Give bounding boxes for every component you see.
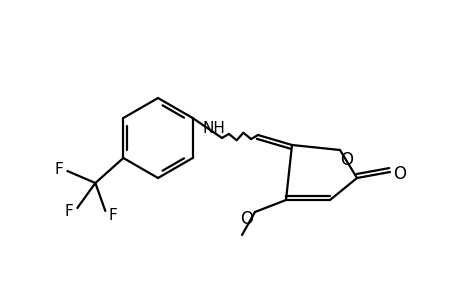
Text: O: O	[240, 210, 253, 228]
Text: F: F	[65, 205, 73, 220]
Text: NH: NH	[202, 121, 225, 136]
Text: O: O	[392, 165, 406, 183]
Text: O: O	[340, 151, 353, 169]
Text: F: F	[109, 208, 118, 223]
Text: F: F	[55, 161, 64, 176]
